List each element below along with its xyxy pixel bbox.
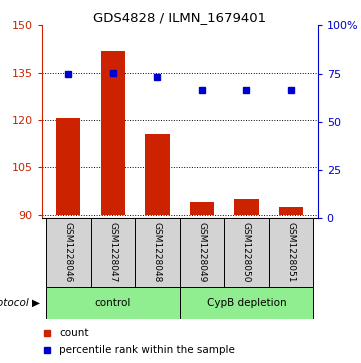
Bar [91, 218, 135, 287]
Bar [224, 218, 269, 287]
Bar [100, 51, 125, 215]
Title: GDS4828 / ILMN_1679401: GDS4828 / ILMN_1679401 [93, 11, 266, 24]
Bar [46, 218, 91, 287]
Bar [46, 287, 180, 319]
Text: count: count [60, 328, 89, 338]
Text: GSM1228051: GSM1228051 [287, 222, 295, 282]
Bar [180, 218, 224, 287]
Text: GSM1228048: GSM1228048 [153, 222, 162, 282]
Bar [279, 207, 303, 215]
Bar [234, 199, 259, 215]
Bar [269, 218, 313, 287]
Bar [135, 218, 180, 287]
Bar [180, 287, 313, 319]
Text: GSM1228046: GSM1228046 [64, 222, 73, 282]
Text: CypB depletion: CypB depletion [206, 298, 286, 308]
Bar [56, 118, 81, 215]
Text: GSM1228049: GSM1228049 [197, 222, 206, 282]
Text: GSM1228047: GSM1228047 [108, 222, 117, 282]
Text: protocol ▶: protocol ▶ [0, 298, 40, 308]
Text: GSM1228050: GSM1228050 [242, 222, 251, 282]
Bar [145, 134, 170, 215]
Text: percentile rank within the sample: percentile rank within the sample [60, 345, 235, 355]
Text: control: control [95, 298, 131, 308]
Bar [190, 202, 214, 215]
